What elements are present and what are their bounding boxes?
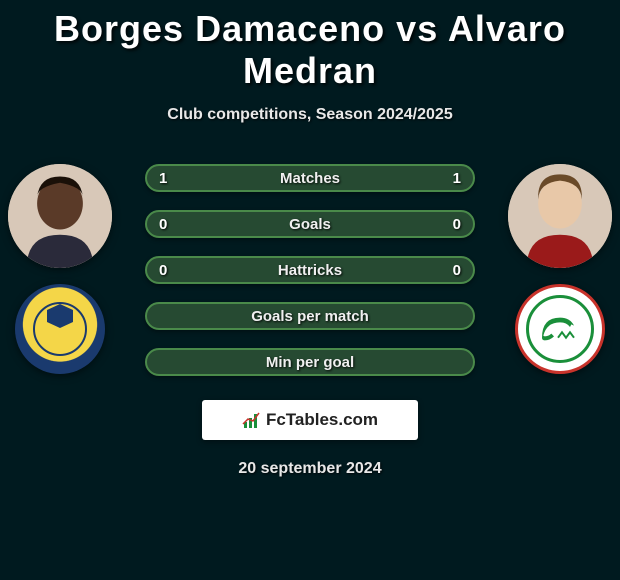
stat-right-value: 1: [453, 170, 461, 187]
club-right-badge: [515, 284, 605, 374]
fctables-badge: FcTables.com: [202, 400, 418, 440]
player-right-column: [508, 164, 612, 374]
bar-chart-icon: [242, 410, 262, 430]
stat-bars: 1 Matches 1 0 Goals 0 0 Hattricks 0 Goal…: [145, 164, 475, 376]
player-right-avatar: [508, 164, 612, 268]
player-left-avatar: [8, 164, 112, 268]
club-crest-icon: [15, 284, 105, 374]
title-vs: vs: [396, 8, 438, 49]
stat-right-value: 0: [453, 216, 461, 233]
comparison-row: 1 Matches 1 0 Goals 0 0 Hattricks 0 Goal…: [0, 164, 620, 376]
stat-left-value: 0: [159, 262, 167, 279]
stat-left-value: 1: [159, 170, 167, 187]
stat-label: Goals: [289, 216, 331, 233]
footer-date: 20 september 2024: [0, 460, 620, 478]
title-player1: Borges Damaceno: [54, 8, 385, 49]
stat-label: Hattricks: [278, 262, 342, 279]
stat-row-matches: 1 Matches 1: [145, 164, 475, 192]
stat-label: Min per goal: [266, 354, 354, 371]
club-crest-icon: [530, 299, 590, 359]
stat-label: Goals per match: [251, 308, 369, 325]
avatar-placeholder-icon: [8, 164, 112, 268]
stat-left-value: 0: [159, 216, 167, 233]
avatar-placeholder-icon: [508, 164, 612, 268]
subtitle: Club competitions, Season 2024/2025: [0, 106, 620, 124]
stat-row-hattricks: 0 Hattricks 0: [145, 256, 475, 284]
page-title: Borges Damaceno vs Alvaro Medran: [0, 0, 620, 92]
stat-label: Matches: [280, 170, 340, 187]
stat-right-value: 0: [453, 262, 461, 279]
club-left-badge: [15, 284, 105, 374]
stat-row-goals-per-match: Goals per match: [145, 302, 475, 330]
stat-row-goals: 0 Goals 0: [145, 210, 475, 238]
fctables-label: FcTables.com: [266, 410, 378, 430]
stat-row-min-per-goal: Min per goal: [145, 348, 475, 376]
player-left-column: [8, 164, 112, 374]
